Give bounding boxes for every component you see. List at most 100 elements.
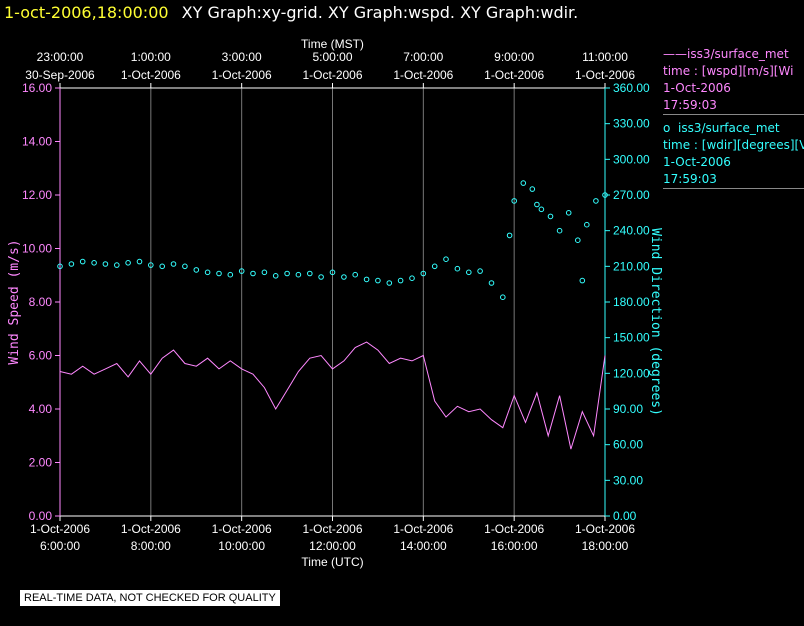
x-tick-label-top-time: 1:00:00 [131, 50, 171, 64]
wind-direction-point [57, 263, 63, 270]
x-tick-label-bottom-date: 1-Oct-2006 [484, 522, 544, 536]
axes [55, 83, 610, 521]
wind-direction-point [556, 227, 563, 234]
x-tick-label-top-date: 1-Oct-2006 [302, 68, 362, 82]
wind-direction-point [420, 270, 427, 277]
wind-direction-point [500, 294, 506, 301]
x-tick-label-bottom-date: 1-Oct-2006 [575, 522, 635, 536]
wind-direction-point [579, 277, 586, 284]
wind-direction-point [272, 273, 279, 279]
wind-direction-point [466, 269, 472, 276]
wind-direction-point [170, 261, 177, 267]
x-tick-label-bottom-date: 1-Oct-2006 [393, 522, 453, 536]
current-time-label: 1-oct-2006,18:00:00 [4, 3, 169, 22]
wind-direction-point [534, 201, 540, 208]
x-tick-label-top-date: 1-Oct-2006 [575, 68, 635, 82]
y-tick-label-right: 0.00 [613, 509, 637, 523]
wind-direction-point [193, 267, 200, 273]
y-tick-label-left: 16.00 [22, 81, 52, 95]
wind-direction-point [79, 258, 86, 265]
y-tick-label-left: 4.00 [29, 402, 53, 416]
y-tick-label-right: 150.00 [613, 331, 650, 345]
wind-direction-point [488, 280, 495, 286]
wind-direction-point [261, 269, 268, 276]
wind-direction-point [295, 271, 302, 278]
wind-direction-point [386, 280, 393, 286]
x-tick-label-top-time: 5:00:00 [312, 50, 352, 64]
legend-entry-wdir[interactable]: o iss3/surface_met time : [wdir][degrees… [663, 120, 804, 189]
y-tick-label-left: 14.00 [22, 135, 52, 149]
x-tick-label-bottom-date: 1-Oct-2006 [302, 522, 362, 536]
y-tick-label-right: 120.00 [613, 366, 650, 380]
y-tick-label-left: 8.00 [29, 295, 53, 309]
x-axis-title-top: Time (MST) [301, 37, 364, 51]
x-tick-label-top-date: 1-Oct-2006 [484, 68, 544, 82]
wind-direction-point [352, 271, 359, 278]
y-tick-label-left: 6.00 [29, 349, 53, 363]
x-tick-label-bottom-time: 6:00:00 [40, 539, 80, 553]
x-tick-label-bottom-time: 8:00:00 [131, 539, 171, 553]
y-tick-label-right: 240.00 [613, 224, 650, 238]
wind-direction-point [511, 198, 518, 204]
legend-line-symbol: —— [663, 47, 687, 61]
wind-direction-point [454, 265, 461, 272]
y-tick-label-left: 0.00 [29, 509, 53, 523]
y-tick-label-right: 90.00 [613, 402, 643, 416]
wind-direction-point [565, 210, 572, 216]
x-tick-label-bottom-time: 14:00:00 [400, 539, 447, 553]
x-tick-label-top-time: 11:00:00 [582, 50, 628, 64]
grid-lines [150, 88, 515, 516]
axis-labels: 1-Oct-2006 6:00:00 1-Oct-2006 8:00:00 1-Oct-… [7, 37, 663, 569]
wind-direction-point [602, 192, 608, 198]
wind-direction-point [584, 221, 590, 228]
wind-direction-point [250, 270, 256, 277]
x-tick-label-top-date: 30-Sep-2006 [25, 68, 95, 82]
y-tick-label-left: 10.00 [22, 242, 52, 256]
y-tick-label-left: 12.00 [22, 188, 52, 202]
wind-direction-point [506, 232, 513, 239]
quality-notice: REAL-TIME DATA, NOT CHECKED FOR QUALITY [20, 590, 280, 606]
wind-direction-point [307, 270, 313, 277]
wind-direction-point [431, 263, 438, 270]
wind-direction-point [114, 262, 120, 268]
y-tick-label-right: 330.00 [613, 117, 650, 131]
x-tick-label-bottom-date: 1-Oct-2006 [30, 522, 90, 536]
wind-direction-point [91, 260, 97, 266]
x-tick-label-bottom-time: 12:00:00 [309, 539, 356, 553]
wind-direction-point [318, 274, 324, 280]
wind-direction-point [538, 206, 545, 213]
wind-direction-point [125, 260, 131, 266]
wind-direction-point [227, 271, 234, 278]
x-tick-label-top-time: 23:00:00 [37, 50, 84, 64]
wind-direction-point [409, 275, 415, 282]
wind-direction-point [182, 263, 188, 270]
wind-direction-point [443, 256, 449, 263]
wind-direction-point [238, 268, 245, 274]
wind-direction-point [102, 261, 109, 267]
wind-direction-point [477, 268, 483, 274]
y-tick-label-right: 180.00 [613, 295, 650, 309]
wind-direction-point [397, 277, 404, 284]
y-tick-label-right: 360.00 [613, 81, 650, 95]
y-tick-label-right: 300.00 [613, 152, 650, 166]
graph-title-list: XY Graph:xy-grid. XY Graph:wspd. XY Grap… [181, 3, 579, 22]
x-tick-label-top-time: 3:00:00 [222, 50, 262, 64]
wind-direction-point [547, 213, 554, 220]
x-tick-label-top-time: 7:00:00 [403, 50, 443, 64]
legend-series-name: iss3/surface_met [677, 121, 780, 135]
wind-direction-point [529, 186, 536, 192]
x-tick-label-bottom-date: 1-Oct-2006 [121, 522, 181, 536]
y-tick-label-right: 60.00 [613, 438, 643, 452]
wind-speed-line [59, 341, 606, 450]
legend-series-date: 1-Oct-2006 [663, 155, 731, 169]
plot-series [57, 180, 608, 450]
header-bar: 1-oct-2006,18:00:00 XY Graph:xy-grid. XY… [0, 0, 578, 26]
wind-direction-point [159, 263, 165, 270]
legend-series-desc: time : [wspd][m/s][Wi [663, 64, 794, 78]
wind-direction-point [204, 269, 211, 276]
wind-direction-point [136, 258, 143, 265]
wind-direction-point [341, 274, 347, 280]
legend-entry-wspd[interactable]: ——iss3/surface_met time : [wspd][m/s][Wi… [663, 46, 804, 115]
x-tick-label-bottom-time: 16:00:00 [491, 539, 538, 553]
